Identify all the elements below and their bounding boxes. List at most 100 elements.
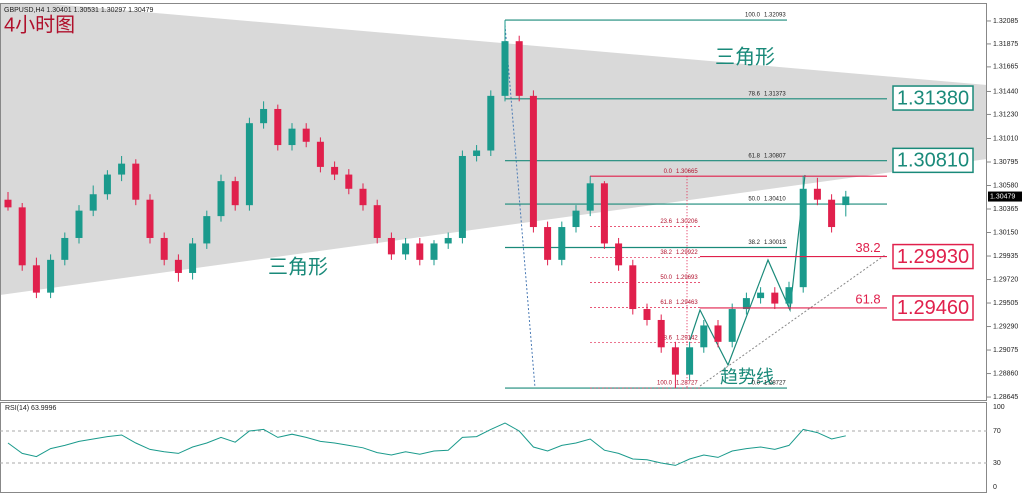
candle-body <box>387 237 395 255</box>
candle-body <box>359 188 367 206</box>
candle-body <box>529 95 537 228</box>
candle-body <box>274 108 282 146</box>
fib-level: 50.0 <box>660 275 672 281</box>
y-tick-label: 1.31875 <box>993 41 1018 48</box>
fib-price: 1.30013 <box>764 240 786 246</box>
annotation: 三角形 <box>715 45 775 68</box>
candle-body <box>615 243 623 266</box>
candle-body <box>416 243 424 260</box>
candle-body <box>671 347 679 375</box>
fib-level: 38.2 <box>660 250 672 256</box>
candle-body <box>742 298 750 310</box>
candle-body <box>657 319 665 348</box>
candle-body <box>260 108 268 124</box>
fib-level: 61.8 <box>748 153 760 159</box>
level-tag: 38.2 <box>855 240 880 255</box>
y-tick-label: 1.30580 <box>993 182 1018 189</box>
candle-body <box>203 216 211 244</box>
level-box <box>892 243 974 270</box>
level-tag: 61.8 <box>855 291 880 306</box>
main-panel <box>0 3 987 401</box>
candle-body <box>473 150 481 156</box>
level-label: 1.29460 <box>897 297 969 319</box>
candle-body <box>813 188 821 200</box>
candle-body <box>231 181 239 206</box>
fib-price: 1.29922 <box>676 250 698 256</box>
candle-body <box>572 210 580 228</box>
candle-body <box>245 123 253 206</box>
price-box <box>988 191 1022 202</box>
level-box <box>892 295 974 321</box>
y-tick-label: 1.29505 <box>993 300 1018 307</box>
candle-body <box>18 207 26 266</box>
candle-body <box>558 227 566 260</box>
fib-level: 61.8 <box>660 300 672 306</box>
y-tick-label: 1.31440 <box>993 88 1018 95</box>
fib-price: 1.30665 <box>676 169 698 175</box>
candle-body <box>586 183 594 211</box>
price-label: 1.30479 <box>990 193 1015 200</box>
candle-body <box>160 237 168 260</box>
candle-body <box>217 181 225 217</box>
candle-body <box>444 237 452 244</box>
fib-level: 0.0 <box>752 381 761 387</box>
candle-body <box>316 141 324 167</box>
chart-title: 4小时图 <box>4 13 75 36</box>
fib-price: 1.30807 <box>764 153 786 159</box>
y-tick-label: 1.30150 <box>993 229 1018 236</box>
candle-body <box>728 309 736 342</box>
fib-price: 1.30410 <box>764 197 786 203</box>
y-tick-label: 1.29935 <box>993 253 1018 260</box>
candle-body <box>189 243 197 273</box>
y-tick-label: 1.31010 <box>993 135 1018 142</box>
candle-body <box>430 243 438 260</box>
y-tick-label: 1.30795 <box>993 159 1018 166</box>
candle-body <box>828 199 836 228</box>
level-box <box>892 85 974 111</box>
rsi-label: RSI(14) 63.9996 <box>5 405 56 412</box>
candle-body <box>47 259 55 293</box>
candle-body <box>331 166 339 175</box>
candle-body <box>799 188 807 288</box>
candle-body <box>487 95 495 151</box>
rsi-tick-label: 0 <box>993 484 997 491</box>
candle-body <box>373 205 381 238</box>
candle-body <box>345 174 353 189</box>
level-label: 1.30810 <box>897 150 969 172</box>
fib-level: 100.0 <box>657 381 673 387</box>
fib-level: 0.0 <box>664 169 673 175</box>
fib-level: 100.0 <box>745 13 761 19</box>
fib-connector <box>504 24 536 389</box>
candle-body <box>785 287 793 304</box>
y-tick-label: 1.32085 <box>993 18 1018 25</box>
candle-body <box>686 347 694 375</box>
candle-body <box>458 155 466 238</box>
rsi-line <box>7 422 846 466</box>
candle-body <box>288 128 296 146</box>
candle-body <box>118 163 126 175</box>
candle-body <box>132 163 140 200</box>
y-tick-label: 1.31665 <box>993 64 1018 71</box>
fib-level: 78.6 <box>660 335 672 341</box>
y-tick-label: 1.31230 <box>993 111 1018 118</box>
y-tick-label: 1.29720 <box>993 276 1018 283</box>
y-tick-label: 1.28860 <box>993 370 1018 377</box>
fib-level: 50.0 <box>748 197 760 203</box>
candle-body <box>75 210 83 238</box>
candle-body <box>714 325 722 342</box>
annotation: 三角形 <box>268 255 328 278</box>
y-tick-label: 1.28645 <box>993 394 1018 401</box>
fib-level: 23.6 <box>660 219 672 225</box>
level-box <box>892 147 974 174</box>
rsi-tick-label: 100 <box>993 404 1005 411</box>
candle-body <box>501 41 509 96</box>
fib-level: 38.2 <box>748 240 760 246</box>
candle-body <box>842 196 850 206</box>
candle-body <box>146 199 154 238</box>
candle-body <box>402 243 410 255</box>
level-label: 1.29930 <box>897 246 969 268</box>
candle-body <box>515 41 523 96</box>
fib-level: 78.6 <box>748 91 760 97</box>
fib-price: 1.28727 <box>764 381 786 387</box>
